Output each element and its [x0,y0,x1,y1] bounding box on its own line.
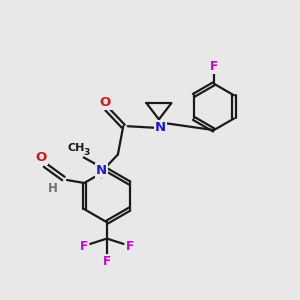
Text: N: N [96,164,107,177]
Text: F: F [103,255,111,268]
Text: H: H [48,182,58,194]
Text: O: O [100,96,111,109]
Text: 3: 3 [83,148,89,157]
Text: O: O [36,151,47,164]
Text: N: N [155,121,166,134]
Text: F: F [80,240,88,254]
Text: F: F [126,240,134,254]
Text: F: F [210,60,218,73]
Text: CH: CH [68,143,85,153]
